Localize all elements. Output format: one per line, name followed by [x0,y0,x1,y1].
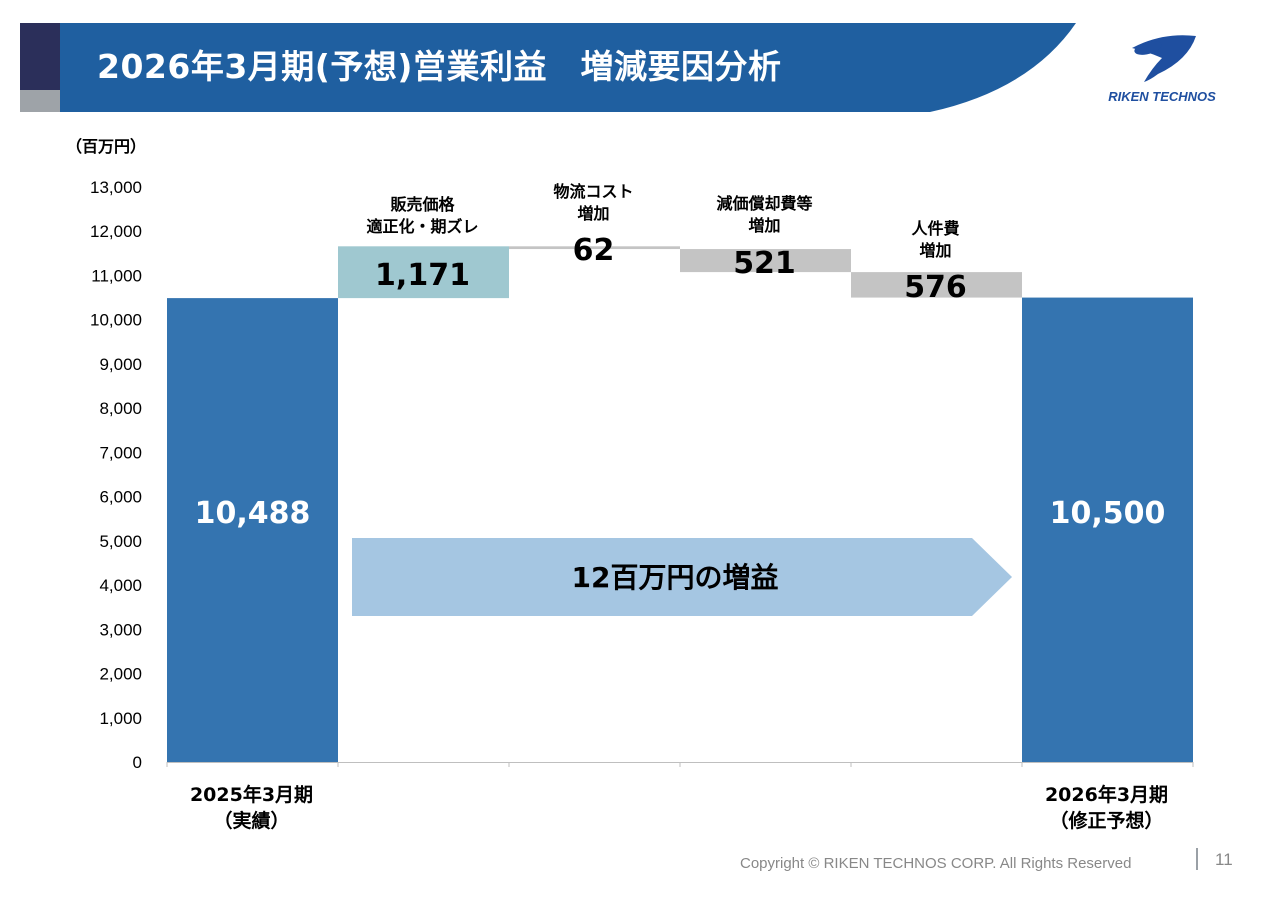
company-logo: RIKEN TECHNOS [1092,30,1232,110]
y-tick-label: 11,000 [91,266,142,285]
increase-arrow [352,538,1012,616]
header-accent-block [20,23,60,90]
y-tick-label: 10,000 [90,311,142,330]
increase-annotation: 12百万円の増益 [572,561,779,594]
y-tick-label: 13,000 [90,178,142,197]
step-label-personnel: 増加 [919,241,951,260]
step-label-price: 適正化・期ズレ [366,217,478,236]
value-label-price: 1,171 [375,258,470,293]
value-label-logistics: 62 [573,233,615,268]
bar-end [1022,297,1193,762]
y-tick-label: 1,000 [99,709,142,728]
y-tick-label: 2,000 [99,665,142,684]
value-label-start: 10,488 [195,496,311,531]
step-label-depreciation: 減価償却費等 [716,194,812,213]
value-label-end: 10,500 [1050,496,1166,531]
y-tick-label: 4,000 [99,576,142,595]
category-label-end: 2026年3月期 [1045,783,1168,806]
y-tick-label: 7,000 [99,443,142,462]
bar-logistics [509,246,680,250]
header-accent-gray [20,90,60,112]
step-label-depreciation: 増加 [748,216,780,235]
y-tick-label: 5,000 [99,532,142,551]
page-number: 11 [1215,850,1233,869]
logo-text: RIKEN TECHNOS [1108,89,1216,104]
step-label-logistics: 増加 [577,204,609,223]
y-tick-label: 8,000 [99,399,142,418]
category-label-start: （実績） [213,809,289,832]
y-tick-label: 12,000 [90,222,142,241]
unit-label: （百万円） [66,137,147,156]
header-band [60,23,1076,112]
header-banner [20,23,1076,112]
y-tick-label: 0 [133,753,142,772]
step-label-personnel: 人件費 [911,219,959,238]
bar-start [167,298,338,762]
page-title: 2026年3月期(予想)営業利益 増減要因分析 [97,47,782,86]
y-tick-label: 3,000 [99,620,142,639]
y-tick-label: 6,000 [99,488,142,507]
category-label-start: 2025年3月期 [190,783,313,806]
logo-dot-icon [1134,41,1162,55]
bar-depreciation [680,249,851,273]
step-label-logistics: 物流コスト [553,182,633,201]
footer-divider [1196,848,1198,870]
category-label-end: （修正予想） [1049,809,1163,832]
value-label-depreciation: 521 [733,246,796,281]
copyright-text: Copyright © RIKEN TECHNOS CORP. All Righ… [740,855,1132,872]
step-label-price: 販売価格 [390,195,455,214]
bar-personnel [851,272,1022,298]
y-tick-label: 9,000 [99,355,142,374]
bar-price [338,246,509,299]
value-label-personnel: 576 [904,270,967,305]
